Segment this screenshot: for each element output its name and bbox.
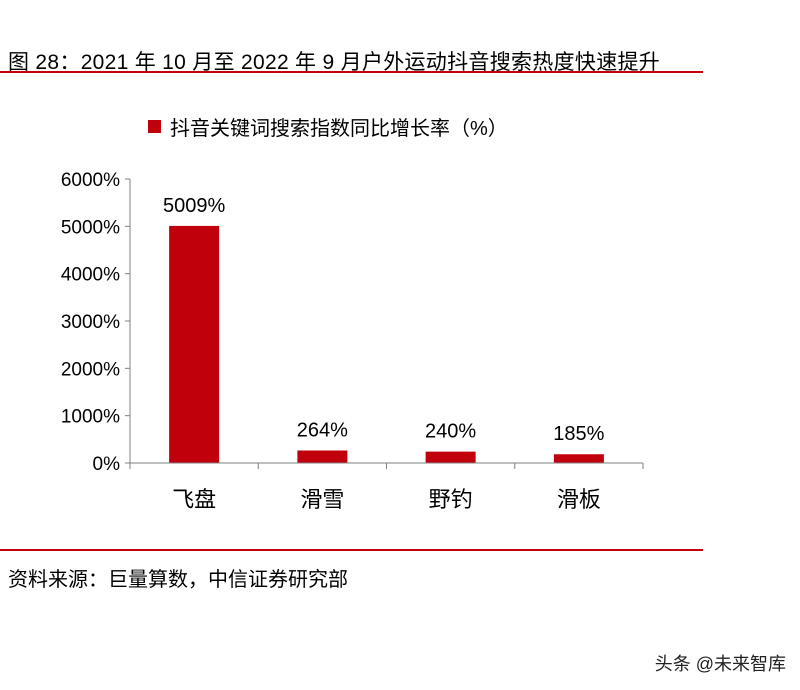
y-axis: 0% 1000% 2000% 3000% 4000% 5000% 6000%	[61, 170, 131, 475]
bar-4	[553, 454, 604, 463]
title-divider	[0, 71, 703, 73]
data-label: 240%	[425, 421, 476, 443]
y-tick-label: 5000%	[61, 217, 120, 238]
bar-3	[425, 451, 476, 463]
category-label: 飞盘	[172, 487, 216, 512]
y-tick-label: 6000%	[61, 170, 120, 191]
figure-title: 图 28：2021 年 10 月至 2022 年 9 月户外运动抖音搜索热度快速…	[8, 51, 661, 74]
source-note: 资料来源：巨量算数，中信证券研究部	[8, 569, 348, 591]
source-divider	[0, 549, 703, 551]
category-label: 野钓	[429, 487, 473, 512]
y-tick-label: 0%	[93, 454, 121, 475]
y-tick-label: 4000%	[61, 265, 120, 286]
legend-label: 抖音关键词搜索指数同比增长率（%）	[170, 118, 508, 140]
y-tick-label: 2000%	[61, 359, 120, 380]
x-axis: 飞盘 滑雪 野钓 滑板	[129, 462, 644, 512]
data-label: 185%	[553, 423, 604, 445]
legend-swatch	[148, 120, 161, 133]
bar-2	[297, 450, 348, 463]
chart-legend: 抖音关键词搜索指数同比增长率（%）	[148, 112, 508, 141]
data-label: 264%	[297, 420, 348, 442]
data-label: 5009%	[163, 195, 225, 217]
y-tick-label: 1000%	[61, 407, 120, 428]
category-label: 滑板	[557, 487, 601, 512]
bar-1	[169, 225, 220, 463]
bars-group: 5009% 264% 240% 185%	[163, 195, 605, 463]
y-tick-label: 3000%	[61, 312, 120, 333]
category-label: 滑雪	[300, 487, 344, 512]
watermark: 头条 @未来智库	[654, 654, 786, 674]
